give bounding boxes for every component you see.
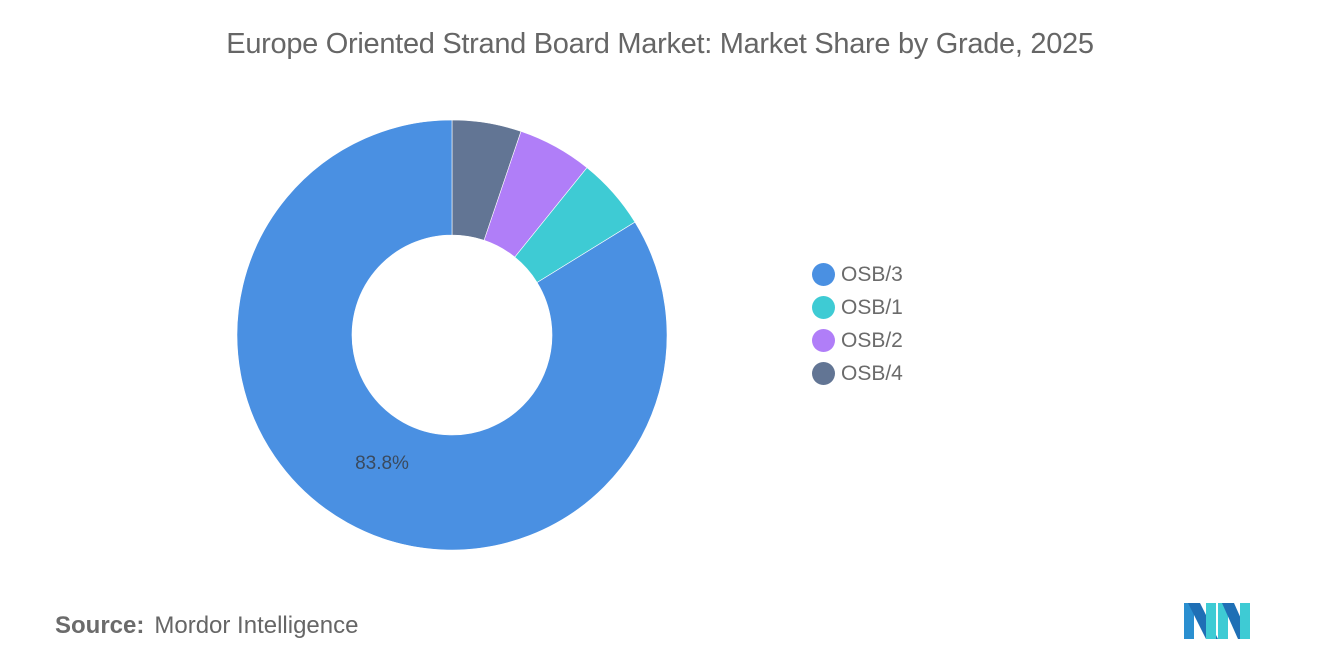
legend-swatch-icon (812, 362, 835, 385)
legend-label: OSB/4 (841, 361, 903, 385)
source-note: Source: Mordor Intelligence (55, 612, 358, 640)
slice-osb3[interactable] (236, 119, 668, 551)
legend-item-osb2[interactable]: OSB/2 (812, 324, 903, 357)
legend-swatch-icon (812, 263, 835, 286)
source-value: Mordor Intelligence (154, 612, 359, 639)
legend-label: OSB/3 (841, 262, 903, 286)
legend-label: OSB/2 (841, 328, 903, 352)
legend-label: OSB/1 (841, 295, 903, 319)
legend-item-osb3[interactable]: OSB/3 (812, 258, 903, 291)
legend: OSB/3 OSB/1 OSB/2 OSB/4 (812, 258, 903, 390)
legend-swatch-icon (812, 329, 835, 352)
mordor-intelligence-logo-icon (1184, 603, 1250, 639)
legend-item-osb1[interactable]: OSB/1 (812, 291, 903, 324)
legend-swatch-icon (812, 296, 835, 319)
legend-item-osb4[interactable]: OSB/4 (812, 357, 903, 390)
data-label-osb3: 83.8% (355, 453, 409, 474)
source-label: Source: (55, 612, 145, 639)
chart-title: Europe Oriented Strand Board Market: Mar… (226, 28, 1094, 60)
